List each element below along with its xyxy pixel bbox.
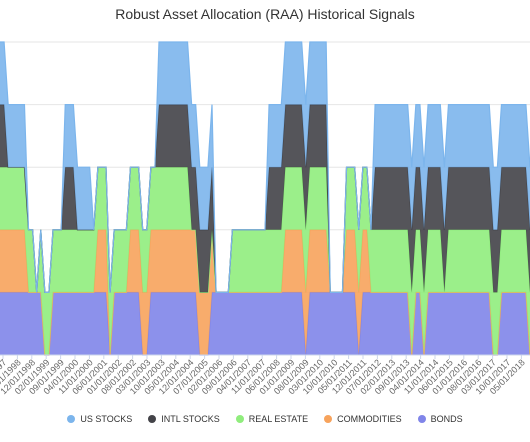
legend-label: BONDS bbox=[430, 414, 463, 424]
chart-title: Robust Asset Allocation (RAA) Historical… bbox=[115, 6, 415, 22]
legend-swatch bbox=[324, 415, 333, 423]
legend-label: REAL ESTATE bbox=[248, 414, 309, 424]
series-area-real-estate[interactable] bbox=[0, 167, 530, 355]
legend-item-bonds[interactable]: BONDS bbox=[417, 414, 463, 424]
legend-item-intl-stocks[interactable]: INTL STOCKS bbox=[148, 414, 220, 424]
legend-swatch bbox=[235, 415, 244, 423]
legend: US STOCKS INTL STOCKS REAL ESTATE COMMODITI… bbox=[0, 414, 530, 424]
series-line-us-stocks bbox=[0, 41, 530, 293]
legend-swatch bbox=[67, 415, 76, 423]
series-area-commodities[interactable] bbox=[0, 229, 530, 355]
legend-label: US STOCKS bbox=[80, 414, 133, 424]
legend-label: INTL STOCKS bbox=[161, 414, 220, 424]
legend-item-us-stocks[interactable]: US STOCKS bbox=[67, 414, 132, 424]
legend-swatch bbox=[148, 415, 157, 423]
x-axis: 11/01/199701/01/199812/01/199802/01/1999… bbox=[0, 354, 530, 396]
legend-label: COMMODITIES bbox=[337, 414, 402, 424]
legend-item-commodities[interactable]: COMMODITIES bbox=[324, 414, 402, 424]
legend-swatch bbox=[417, 415, 426, 423]
series-layer bbox=[0, 41, 530, 356]
legend-item-real-estate[interactable]: REAL ESTATE bbox=[235, 414, 309, 424]
series-area-bonds[interactable] bbox=[0, 292, 530, 355]
